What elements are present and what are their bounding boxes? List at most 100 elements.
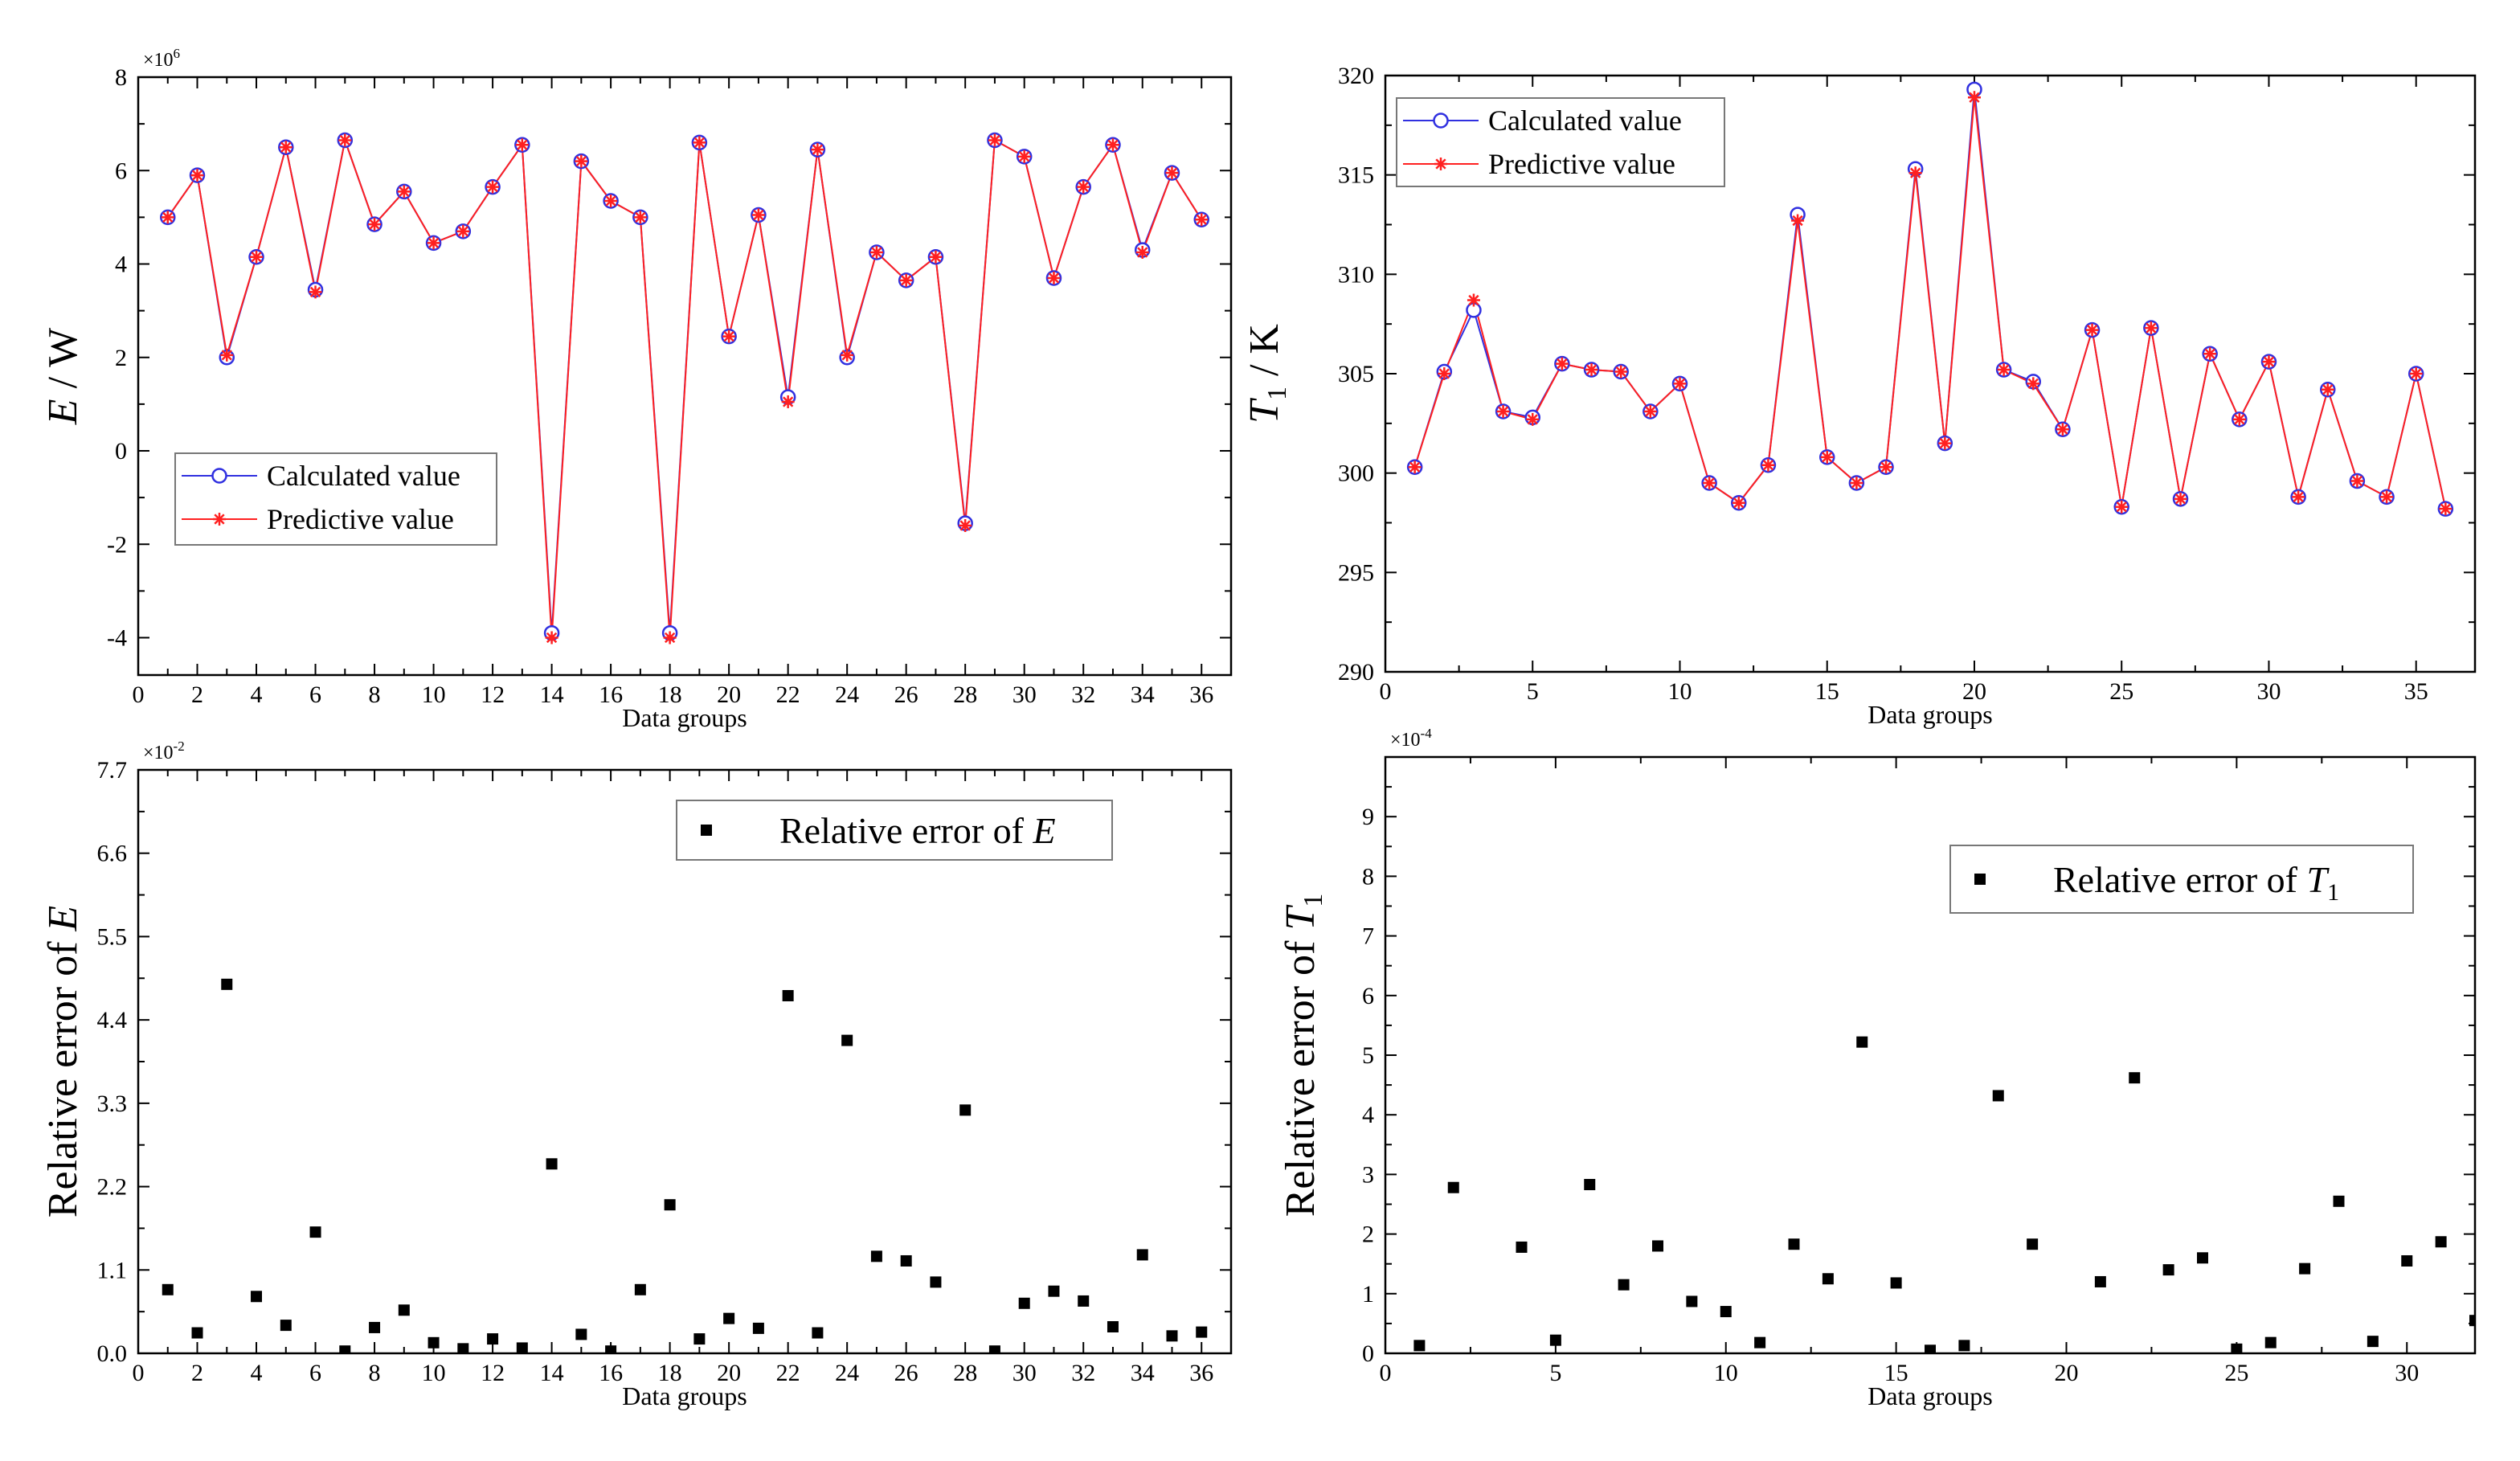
asterisk-marker	[1998, 364, 2010, 375]
asterisk-marker	[1615, 366, 1626, 378]
asterisk-marker	[1497, 406, 1509, 417]
scatter-point	[959, 1104, 972, 1116]
series-line-2	[166, 137, 1203, 638]
y-tick-label: 2	[115, 345, 127, 371]
legend-box	[174, 452, 497, 546]
x-tick-label: 26	[894, 1360, 918, 1386]
x-tick-label: 6	[309, 681, 321, 708]
circle-marker	[211, 468, 227, 484]
axis-exponent-power: -4	[1421, 726, 1433, 741]
scatter-point	[1618, 1279, 1630, 1291]
y-tick-label: 4.4	[97, 1007, 128, 1033]
scatter-point	[1584, 1179, 1596, 1191]
x-tick-label: 20	[717, 1360, 741, 1386]
scatter-point	[221, 978, 233, 990]
asterisk-marker	[339, 134, 350, 146]
asterisk-marker	[2116, 501, 2127, 513]
asterisk-marker	[2322, 384, 2334, 395]
data-layer	[162, 978, 1208, 1353]
scatter-point	[546, 1158, 558, 1170]
scatter-point	[251, 1291, 263, 1303]
y-tick-label: 7.7	[97, 757, 128, 784]
asterisk-marker	[1585, 364, 1598, 375]
scatter-point	[162, 1283, 174, 1295]
legend-label-var: T	[2306, 859, 2330, 900]
x-tick-label: 15	[1815, 678, 1839, 705]
y-axis-label: Relative error of T1	[1278, 894, 1328, 1218]
scatter-point	[369, 1321, 381, 1333]
y-tick-label: -4	[107, 625, 127, 652]
asterisk-marker	[2057, 424, 2068, 435]
scatter-point	[1196, 1326, 1208, 1338]
asterisk-marker	[1435, 158, 1446, 170]
asterisk-marker	[1762, 460, 1774, 471]
data-layer	[1413, 1036, 2475, 1353]
y-tick-label: 310	[1338, 261, 1374, 288]
x-tick-label: 28	[953, 681, 977, 708]
x-tick-label: 10	[1714, 1360, 1738, 1386]
x-tick-label: 32	[1071, 1360, 1095, 1386]
asterisk-marker	[1166, 167, 1178, 178]
x-tick-label: 30	[1012, 681, 1037, 708]
y-axis-label-unit: / W	[40, 328, 86, 399]
y-tick-label: 5.5	[97, 923, 128, 950]
asterisk-marker	[2411, 368, 2422, 379]
y-tick-label: -2	[107, 531, 127, 558]
x-axis-label: Data groups	[622, 1381, 747, 1410]
y-axis-label-main: Relative error of	[40, 931, 86, 1218]
scatter-point	[1107, 1321, 1119, 1332]
legend-label: Relative error of T1	[2053, 859, 2339, 906]
x-tick-label: 18	[658, 1360, 682, 1386]
asterisk-marker	[2086, 324, 2098, 336]
y-axis-label-var: T	[1278, 905, 1323, 931]
legend-label: Predictive value	[1488, 148, 1675, 180]
y-axis-label-sub: 1	[1299, 894, 1328, 907]
y-tick-label: 0	[115, 438, 127, 464]
y-tick-label: 6	[115, 158, 127, 184]
x-tick-label: 14	[540, 681, 564, 708]
asterisk-marker	[2263, 356, 2275, 367]
asterisk-marker	[214, 514, 225, 525]
x-axis-label: Data groups	[1868, 1381, 1993, 1410]
legend-label: Calculated value	[1488, 104, 1682, 137]
scatter-point	[2469, 1315, 2475, 1327]
scatter-point	[1018, 1297, 1030, 1309]
legend-label-sub: 1	[2327, 879, 2339, 906]
asterisk-marker	[1107, 139, 1119, 150]
scatter-point	[1754, 1336, 1766, 1348]
scatter-point	[2264, 1336, 2277, 1348]
asterisk-marker	[989, 134, 1000, 146]
chart-2: 0 5 10 15 20 25 30 35 290 295 300 305 310 315 320 Data …	[1242, 63, 2477, 729]
scatter-point	[2435, 1236, 2447, 1248]
scatter-point	[1686, 1295, 1698, 1308]
asterisk-marker	[635, 211, 646, 223]
asterisk-marker	[2204, 348, 2215, 359]
scatter-point	[487, 1333, 499, 1345]
asterisk-marker	[2351, 475, 2363, 487]
asterisk-marker	[841, 350, 853, 361]
legend-box	[1396, 97, 1725, 187]
asterisk-marker	[1910, 167, 1921, 178]
asterisk-marker	[1822, 452, 1833, 463]
x-tick-label: 36	[1189, 681, 1213, 708]
asterisk-marker	[575, 155, 587, 167]
x-tick-label: 24	[835, 681, 859, 708]
y-tick-label: 315	[1338, 162, 1374, 189]
scatter-point	[516, 1342, 528, 1353]
asterisk-marker	[783, 396, 794, 407]
x-tick-label: 25	[2109, 678, 2133, 705]
asterisk-marker	[753, 209, 764, 221]
asterisk-marker	[280, 141, 292, 153]
x-tick-label: 20	[2055, 1360, 2079, 1386]
scatter-point	[575, 1328, 587, 1340]
y-tick-label: 3.3	[97, 1091, 128, 1117]
legend: Calculated value Predictive value	[174, 452, 497, 546]
chart-4: 0 5 10 15 20 25 30 0 1 2 3 4 5 6 7 8 9 ×10-4 Data groups Re…	[1278, 726, 2477, 1410]
legend: Relative error of T1	[1949, 845, 2414, 914]
scatter-point	[1549, 1334, 1561, 1346]
scatter-point	[2129, 1072, 2141, 1084]
y-axis-label-var: E	[40, 399, 86, 425]
x-tick-label: 8	[369, 681, 381, 708]
x-tick-label: 10	[422, 1360, 446, 1386]
x-tick-label: 16	[599, 681, 623, 708]
